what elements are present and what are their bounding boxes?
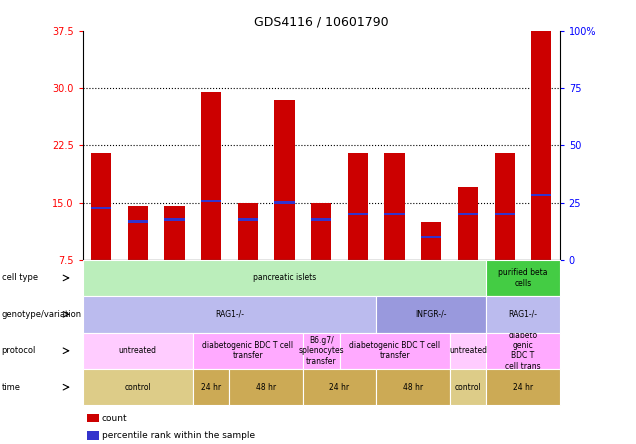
Bar [193, 369, 230, 405]
Text: protocol: protocol [2, 346, 36, 355]
Bar [91, 206, 111, 209]
Text: percentile rank within the sample: percentile rank within the sample [102, 431, 255, 440]
Bar [377, 369, 450, 405]
Bar [495, 153, 515, 260]
Bar [83, 369, 193, 405]
Bar [495, 213, 515, 215]
Bar [348, 153, 368, 260]
Bar [458, 213, 478, 215]
Bar [385, 153, 404, 260]
Bar [164, 218, 184, 221]
Bar [128, 206, 148, 260]
Bar [450, 369, 487, 405]
Bar [487, 296, 560, 333]
Bar [531, 194, 551, 196]
Bar [487, 260, 560, 296]
Text: genotype/variation: genotype/variation [2, 310, 82, 319]
Text: INFGR-/-: INFGR-/- [415, 310, 447, 319]
Text: 24 hr: 24 hr [201, 383, 221, 392]
Bar [311, 218, 331, 221]
Text: diabetogenic BDC T cell
transfer: diabetogenic BDC T cell transfer [202, 341, 293, 361]
Bar [311, 202, 331, 260]
Bar [274, 201, 294, 204]
Text: RAG1-/-: RAG1-/- [215, 310, 244, 319]
Bar [421, 235, 441, 238]
Text: purified beta
cells: purified beta cells [498, 268, 548, 288]
Title: GDS4116 / 10601790: GDS4116 / 10601790 [254, 16, 389, 28]
Bar [164, 206, 184, 260]
Bar [340, 333, 450, 369]
Text: control: control [125, 383, 151, 392]
Bar [450, 333, 487, 369]
Text: control: control [455, 383, 481, 392]
Text: RAG1-/-: RAG1-/- [509, 310, 537, 319]
Bar [377, 296, 487, 333]
Text: diabeto
genic
BDC T
cell trans: diabeto genic BDC T cell trans [505, 331, 541, 371]
Bar [91, 153, 111, 260]
Bar [274, 99, 294, 260]
Bar [385, 213, 404, 215]
Bar [201, 200, 221, 202]
Bar [230, 369, 303, 405]
Bar [487, 369, 560, 405]
Bar [83, 260, 487, 296]
Bar [238, 202, 258, 260]
Text: time: time [2, 383, 20, 392]
Text: 48 hr: 48 hr [256, 383, 276, 392]
Text: cell type: cell type [2, 274, 38, 282]
Bar [458, 187, 478, 260]
Bar [531, 31, 551, 260]
Text: 48 hr: 48 hr [403, 383, 423, 392]
Bar [201, 92, 221, 260]
Bar [88, 414, 99, 422]
Text: untreated: untreated [119, 346, 156, 355]
Bar [487, 333, 560, 369]
Bar [88, 432, 99, 440]
Text: count: count [102, 414, 127, 423]
Bar [83, 333, 193, 369]
Text: untreated: untreated [449, 346, 487, 355]
Bar [193, 333, 303, 369]
Bar [303, 369, 377, 405]
Bar [303, 333, 340, 369]
Bar [83, 296, 377, 333]
Bar [348, 213, 368, 215]
Bar [128, 220, 148, 223]
Text: pancreatic islets: pancreatic islets [253, 274, 316, 282]
Text: 24 hr: 24 hr [513, 383, 533, 392]
Text: B6.g7/
splenocytes
transfer: B6.g7/ splenocytes transfer [298, 336, 344, 366]
Text: diabetogenic BDC T cell
transfer: diabetogenic BDC T cell transfer [349, 341, 440, 361]
Text: 24 hr: 24 hr [329, 383, 350, 392]
Bar [238, 218, 258, 221]
Bar [421, 222, 441, 260]
